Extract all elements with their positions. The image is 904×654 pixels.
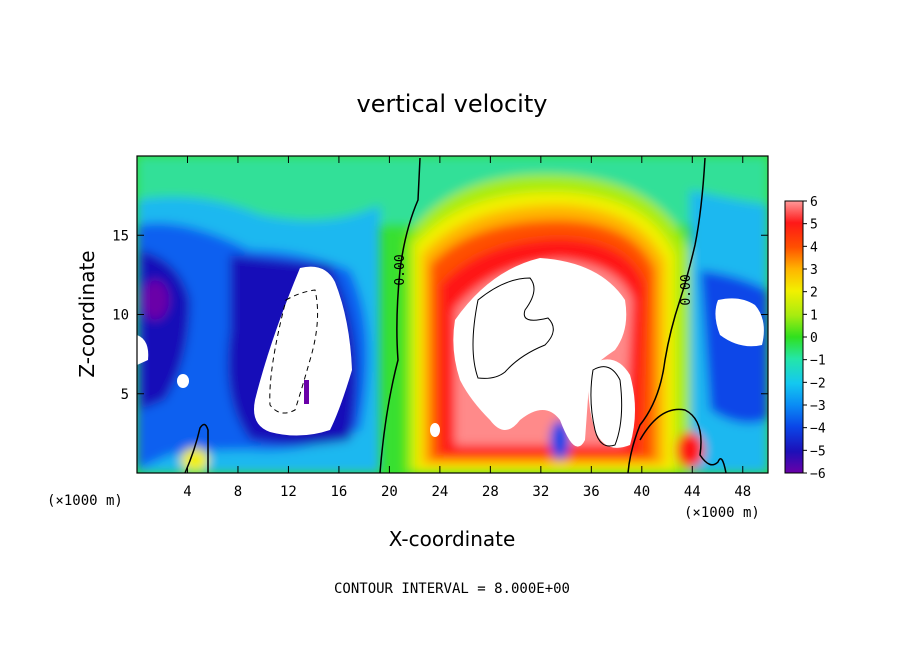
zero-contour-low-left (184, 423, 209, 473)
x-tick-label: 24 (431, 484, 448, 500)
zero-contour-left (379, 157, 421, 473)
x-tick-label: 28 (482, 484, 499, 500)
colorbar-label: 0 (810, 331, 818, 346)
colorbar-label: −4 (810, 422, 826, 437)
positive-contour-right (590, 366, 623, 447)
contour-label-right: 0.00 (679, 274, 694, 305)
colorbar-label: 2 (810, 286, 818, 301)
zero-contour-ground (639, 408, 727, 473)
x-tick-label: 4 (183, 484, 191, 500)
y-axis-title: Z-coordinate (75, 250, 99, 377)
x-unit-label-right: (×1000 m) (684, 505, 760, 521)
x-tick-label: 32 (532, 484, 549, 500)
velocity-field (137, 156, 768, 473)
x-axis-title: X-coordinate (389, 527, 516, 551)
y-tick-label: 10 (112, 308, 129, 324)
colorbar-label: 1 (810, 308, 818, 323)
x-tick-label: 40 (633, 484, 650, 500)
colorbar (784, 200, 804, 474)
colorbar-label: 4 (810, 240, 818, 255)
colorbar-label: −6 (810, 467, 826, 482)
x-tick-label: 8 (234, 484, 242, 500)
contour-label-left: 0.00 (393, 254, 408, 285)
contour-lines (184, 157, 727, 473)
negative-contour-left (269, 289, 319, 414)
colorbar-label: −5 (810, 444, 826, 459)
x-unit-label-left: (×1000 m) (47, 493, 123, 509)
contour-interval-note: CONTOUR INTERVAL = 8.000E+00 (334, 581, 570, 597)
x-tick-label: 36 (583, 484, 600, 500)
positive-contour-centre (472, 277, 554, 379)
x-tick-label: 16 (330, 484, 347, 500)
colorbar-label: −2 (810, 376, 826, 391)
y-tick-label: 5 (121, 387, 129, 403)
colorbar-label: 3 (810, 263, 818, 278)
x-tick-label: 12 (280, 484, 297, 500)
colorbar-label: −1 (810, 354, 826, 369)
colorbar-labels: 6 5 4 3 2 1 0 −1 −2 −3 −4 −5 −6 (803, 195, 826, 482)
x-axis: 4 8 12 16 20 24 28 32 36 40 44 48 (183, 156, 751, 500)
x-tick-label: 48 (734, 484, 751, 500)
y-tick-label: 15 (112, 228, 129, 244)
y-axis: 5 10 15 (112, 228, 768, 403)
zero-contour-right (627, 157, 706, 473)
x-tick-label: 20 (381, 484, 398, 500)
colorbar-label: 6 (810, 195, 818, 210)
x-tick-label: 44 (684, 484, 701, 500)
colorbar-label: 5 (810, 218, 818, 233)
colorbar-label: −3 (810, 399, 826, 414)
chart-title: vertical velocity (357, 90, 548, 118)
